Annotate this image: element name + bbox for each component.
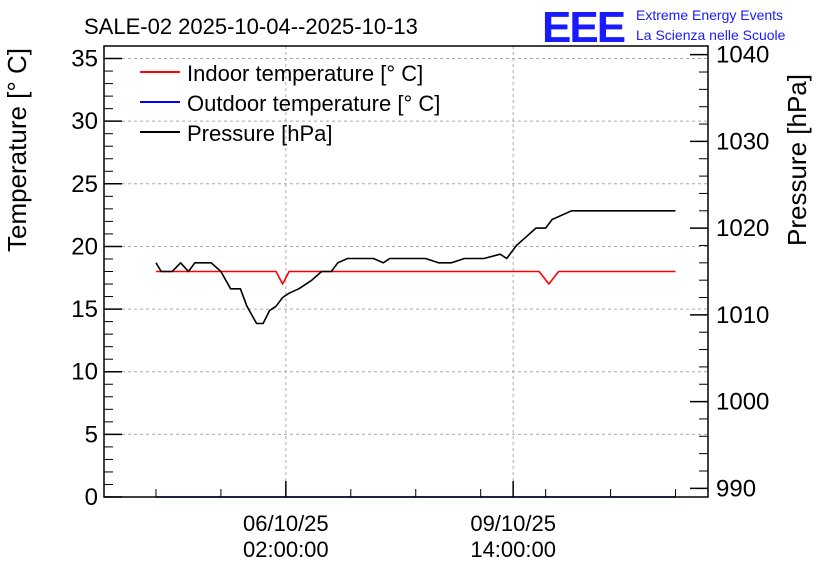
y-left-tick-label-7: 35 <box>71 46 98 73</box>
x-tick-date-0: 06/10/25 <box>243 511 329 536</box>
y-left-tick-label-5: 25 <box>71 171 98 198</box>
y-axis-right-label: Pressure [hPa] <box>782 74 812 246</box>
y-right-tick-label-5: 1040 <box>716 42 769 69</box>
y-left-tick-label-4: 20 <box>71 233 98 260</box>
series-line-indoor <box>156 270 676 285</box>
y-left-tick-label-1: 5 <box>85 421 98 448</box>
legend-label-pressure: Pressure [hPa] <box>187 121 333 146</box>
y-right-tick-label-4: 1030 <box>716 128 769 155</box>
eee-logo-text: EEE <box>542 3 625 52</box>
x-tick-time-0: 02:00:00 <box>243 537 329 562</box>
series-line-pressure <box>155 210 676 325</box>
eee-logo-line1: Extreme Energy Events <box>636 7 783 23</box>
legend: Indoor temperature [° C] Outdoor tempera… <box>140 61 440 146</box>
axes: 0 5 10 15 20 25 30 35 990 1000 1010 1020 1030 1040 06/… <box>71 42 769 562</box>
y-axis-left-label: Temperature [° C] <box>2 48 32 252</box>
y-left-tick-label-3: 15 <box>71 296 98 323</box>
y-left-tick-label-6: 30 <box>71 108 98 135</box>
x-tick-time-1: 14:00:00 <box>470 537 556 562</box>
y-right-tick-label-3: 1020 <box>716 215 769 242</box>
y-left-tick-label-2: 10 <box>71 359 98 386</box>
legend-label-outdoor: Outdoor temperature [° C] <box>187 91 440 116</box>
eee-logo: EEE Extreme Energy Events La Scienza nel… <box>542 3 786 52</box>
y-left-tick-label-0: 0 <box>85 484 98 511</box>
legend-label-indoor: Indoor temperature [° C] <box>187 61 423 86</box>
eee-logo-line2: La Scienza nelle Scuole <box>636 27 786 43</box>
chart-title: SALE-02 2025-10-04--2025-10-13 <box>84 14 418 39</box>
y-right-tick-label-2: 1010 <box>716 302 769 329</box>
grid <box>104 46 708 497</box>
y-right-tick-label-1: 1000 <box>716 389 769 416</box>
y-right-tick-label-0: 990 <box>716 475 756 502</box>
x-tick-date-1: 09/10/25 <box>470 511 556 536</box>
